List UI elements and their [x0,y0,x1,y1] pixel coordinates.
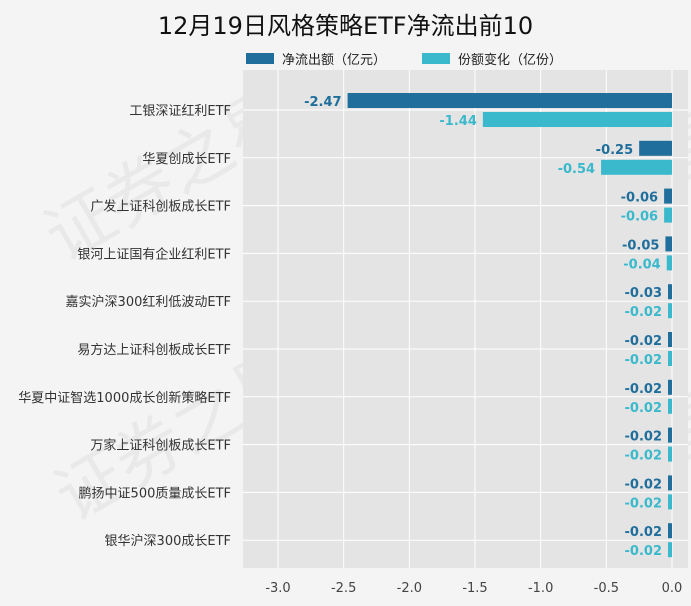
legend-label-net-outflow: 净流出额（亿元） [282,53,387,68]
data-label: -0.06 [621,210,658,225]
bar-net-outflow [668,284,672,300]
data-label: -1.44 [439,114,476,129]
data-label: -0.02 [625,477,662,492]
legend: 净流出额（亿元） 份额变化（亿份） [246,49,598,68]
bar-net-outflow [668,332,672,347]
category-label: 华夏中证智选1000成长创新策略ETF [18,390,231,406]
x-tick-label: -3.0 [265,581,290,596]
bar-share-change [668,303,672,319]
category-label: 嘉实沪深300红利低波动ETF [66,294,231,310]
x-tick-label: -0.5 [594,581,619,596]
data-label: -0.03 [625,286,662,301]
bar-share-change [664,207,672,223]
bar-net-outflow [668,523,672,539]
category-label: 银河上证国有企业红利ETF [77,246,231,262]
data-label: -0.05 [622,238,659,253]
data-label: -0.02 [625,382,662,397]
plot-area [243,70,688,568]
category-label: 广发上证科创板成长ETF [90,199,231,215]
data-label: -0.06 [621,191,658,206]
bar-share-change [482,112,672,127]
bar-net-outflow [668,427,672,443]
chart-title: 12月19日风格策略ETF净流出前10 [157,12,534,40]
x-tick-label: -2.5 [331,581,356,596]
data-label: -0.02 [625,449,662,464]
bar-share-change [668,542,672,558]
category-label: 易方达上证科创板成长ETF [77,342,231,358]
bar-share-change [601,159,672,175]
bar-net-outflow [347,93,672,108]
bar-net-outflow [639,140,672,156]
legend-item-net-outflow: 净流出额（亿元） [246,49,386,68]
data-label: -0.54 [558,162,595,177]
data-label: -0.04 [623,257,660,272]
data-label: -0.02 [625,430,662,445]
bar-share-change [666,255,672,271]
legend-swatch-share-change [422,53,451,64]
bar-net-outflow [668,379,672,395]
data-label: -0.02 [625,496,662,511]
bar-net-outflow [664,188,672,204]
data-label: -0.02 [625,544,662,559]
bar-share-change [668,398,672,414]
legend-swatch-net-outflow [246,53,274,64]
data-label: -0.02 [625,334,662,349]
data-label: -0.02 [625,305,662,320]
data-label: -0.02 [625,525,662,540]
category-label: 鹏扬中证500质量成长ETF [79,486,231,501]
data-label: -0.02 [625,353,662,368]
bar-net-outflow [668,475,672,491]
category-label: 工银深证红利ETF [129,103,231,119]
data-label: -0.02 [625,401,662,416]
bar-share-change [668,446,672,462]
x-tick-label: -1.0 [528,581,553,596]
category-label: 银华沪深300成长ETF [105,533,231,549]
x-tick-label: 0.0 [662,581,683,596]
bar-share-change [668,351,672,366]
legend-label-share-change: 份额变化（亿份） [458,53,563,68]
bar-net-outflow [665,236,672,252]
bar-share-change [668,494,672,510]
x-tick-label: -2.0 [397,581,422,596]
data-label: -2.47 [304,95,341,110]
x-tick-label: -1.5 [462,581,487,596]
legend-item-share-change: 份额变化（亿份） [422,49,562,68]
category-label: 华夏创成长ETF [142,152,231,167]
category-label: 万家上证科创板成长ETF [90,438,231,454]
data-label: -0.25 [596,143,633,158]
